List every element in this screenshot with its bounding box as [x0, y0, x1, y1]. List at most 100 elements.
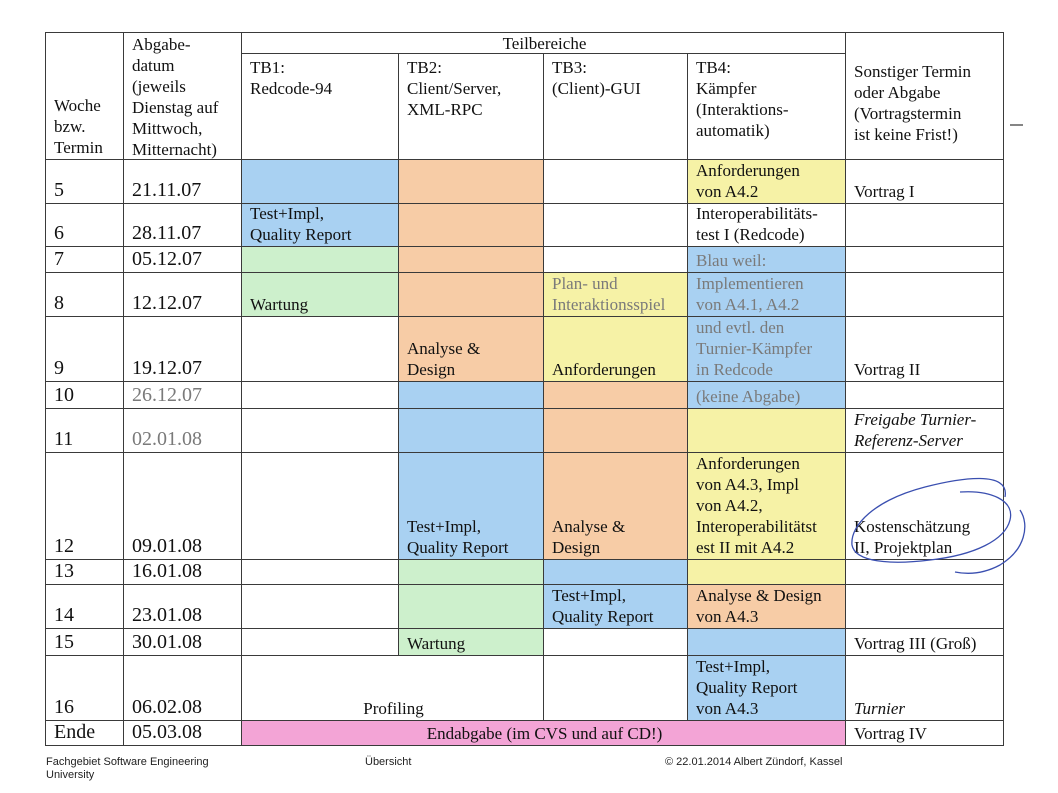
tb1-cell — [242, 247, 399, 273]
tb1-cell — [242, 409, 399, 453]
tb1-text: Wartung — [250, 295, 309, 314]
tb4-cell: (keine Abgabe) — [688, 382, 846, 409]
date-value: 05.03.08 — [132, 721, 202, 743]
row-date: 28.11.07 — [124, 204, 242, 247]
tb2-cell — [399, 160, 544, 204]
week-number: 15 — [54, 631, 74, 653]
date-value: 19.12.07 — [132, 357, 202, 379]
tb4-text: Blau weil: — [696, 251, 767, 270]
row-date: 30.01.08 — [124, 629, 242, 656]
tb2-cell — [399, 382, 544, 409]
tb2-cell: Test+Impl, Quality Report — [399, 453, 544, 560]
other-cell: Vortrag II — [846, 317, 1004, 382]
tb1-cell: Wartung — [242, 273, 399, 317]
tb4-cell: Test+Impl, Quality Report von A4.3 — [688, 656, 846, 721]
tb1-cell — [242, 317, 399, 382]
tb2-cell — [399, 247, 544, 273]
tb2-cell — [399, 560, 544, 585]
week-number: 10 — [54, 384, 74, 406]
final-submission-text: Endabgabe (im CVS und auf CD!) — [426, 724, 663, 743]
date-value: 05.12.07 — [132, 248, 202, 270]
date-value: 30.01.08 — [132, 631, 202, 653]
tb3-text: Test+Impl, Quality Report — [552, 586, 654, 626]
header-week-text: Woche bzw. Termin — [54, 96, 103, 157]
row-week: 6 — [45, 204, 124, 247]
week-number: 16 — [54, 696, 74, 718]
other-cell: Kostenschätzung II, Projektplan — [846, 453, 1004, 560]
tb4-cell: Interoperabilitäts- test I (Redcode) — [688, 204, 846, 247]
row-date: 06.02.08 — [124, 656, 242, 721]
header-teilbereiche-text: Teilbereiche — [502, 33, 587, 53]
tb3-text: Analyse & Design — [552, 517, 626, 557]
other-cell — [846, 585, 1004, 629]
header-deadline-text: Abgabe- datum (jeweils Dienstag auf Mitt… — [132, 35, 219, 159]
week-number: 5 — [54, 179, 64, 201]
profiling-cell: Profiling — [242, 656, 544, 721]
tb2-cell: Analyse & Design — [399, 317, 544, 382]
tb4-text: Anforderungen von A4.3, Impl von A4.2, I… — [696, 454, 817, 557]
tb4-text: Test+Impl, Quality Report von A4.3 — [696, 657, 798, 718]
other-cell: Vortrag IV — [846, 721, 1004, 746]
header-tb1-text: TB1: Redcode-94 — [250, 58, 333, 98]
date-value: 23.01.08 — [132, 604, 202, 626]
pen-arrow-stroke — [954, 509, 1026, 574]
tb4-cell — [688, 560, 846, 585]
tb4-text: Anforderungen von A4.2 — [696, 161, 800, 201]
row-date: 02.01.08 — [124, 409, 242, 453]
header-tb2: TB2: Client/Server, XML-RPC — [399, 54, 544, 160]
tb3-text: Anforderungen — [552, 360, 656, 379]
tb4-cell: Analyse & Design von A4.3 — [688, 585, 846, 629]
other-cell: Turnier — [846, 656, 1004, 721]
week-number: 13 — [54, 560, 74, 582]
row-date: 19.12.07 — [124, 317, 242, 382]
header-deadline: Abgabe- datum (jeweils Dienstag auf Mitt… — [124, 32, 242, 160]
row-week: 11 — [45, 409, 124, 453]
row-week: 7 — [45, 247, 124, 273]
week-number: 9 — [54, 357, 64, 379]
tb3-cell — [544, 160, 688, 204]
other-cell — [846, 204, 1004, 247]
other-cell — [846, 382, 1004, 409]
tb2-cell — [399, 409, 544, 453]
header-tb1: TB1: Redcode-94 — [242, 54, 399, 160]
tb3-cell — [544, 204, 688, 247]
tb3-cell — [544, 656, 688, 721]
tb4-cell — [688, 409, 846, 453]
row-date: 05.03.08 — [124, 721, 242, 746]
tb2-text: Test+Impl, Quality Report — [407, 517, 509, 557]
row-week: 9 — [45, 317, 124, 382]
header-tb4-text: TB4: Kämpfer (Interaktions- automatik) — [696, 58, 789, 140]
header-week: Woche bzw. Termin — [45, 32, 124, 160]
other-text: Turnier — [854, 699, 906, 718]
tb2-text: Analyse & Design — [407, 339, 481, 379]
row-date: 09.01.08 — [124, 453, 242, 560]
final-submission-cell: Endabgabe (im CVS und auf CD!) — [242, 721, 846, 746]
row-week: 13 — [45, 560, 124, 585]
tb4-text: und evtl. den Turnier-Kämpfer in Redcode — [696, 318, 813, 379]
row-week: 5 — [45, 160, 124, 204]
week-number: 6 — [54, 222, 64, 244]
tb3-cell: Plan- und Interaktionsspiel — [544, 273, 688, 317]
tb1-cell — [242, 629, 399, 656]
tb1-cell — [242, 560, 399, 585]
tb4-cell: Anforderungen von A4.2 — [688, 160, 846, 204]
row-date: 26.12.07 — [124, 382, 242, 409]
tb1-cell — [242, 160, 399, 204]
tb3-cell — [544, 409, 688, 453]
date-value: 12.12.07 — [132, 292, 202, 314]
other-cell: Vortrag I — [846, 160, 1004, 204]
date-value: 16.01.08 — [132, 560, 202, 582]
other-cell — [846, 560, 1004, 585]
tb1-cell — [242, 453, 399, 560]
row-week: 15 — [45, 629, 124, 656]
week-number: 8 — [54, 292, 64, 314]
header-other-text: Sonstiger Termin oder Abgabe (Vortragste… — [854, 62, 972, 144]
row-date: 23.01.08 — [124, 585, 242, 629]
other-cell: Vortrag III (Groß) — [846, 629, 1004, 656]
header-other: Sonstiger Termin oder Abgabe (Vortragste… — [846, 32, 1004, 160]
other-text: Kostenschätzung II, Projektplan — [854, 517, 971, 557]
tb2-cell: Wartung — [399, 629, 544, 656]
row-week: 12 — [45, 453, 124, 560]
date-value: 02.01.08 — [132, 428, 202, 450]
